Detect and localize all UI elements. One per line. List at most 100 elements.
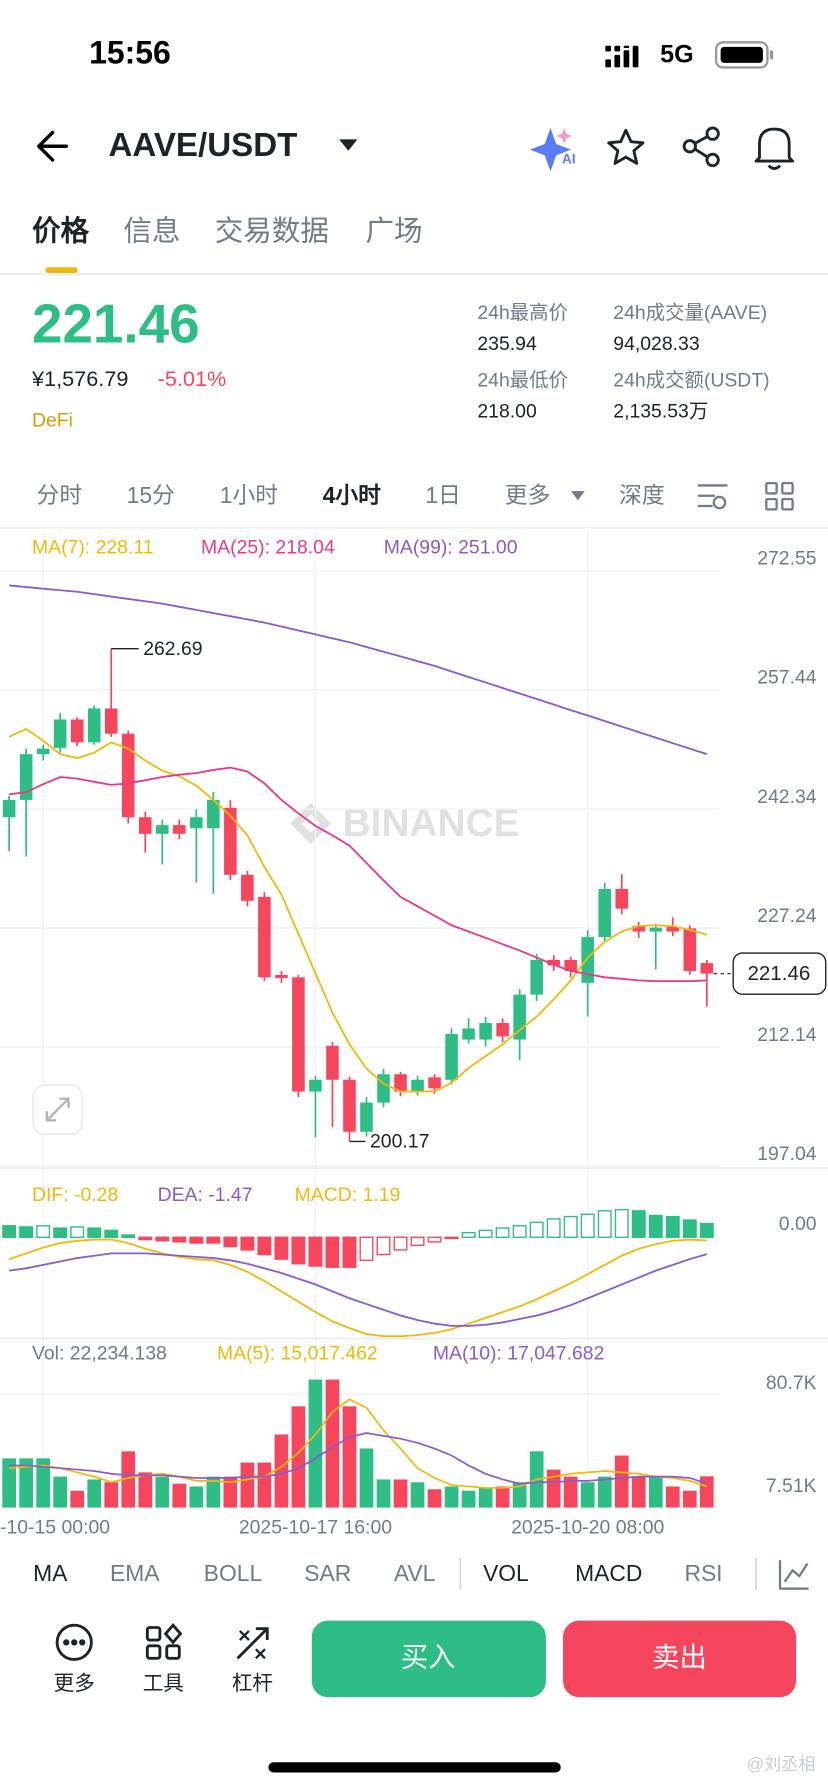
y-tick-label: 242.34 [757, 786, 817, 808]
stat-label: 24h成交量(AAVE) [613, 302, 767, 324]
interval[interactable]: 深度 [619, 482, 665, 508]
candle-body [292, 977, 305, 1092]
macd-bar [648, 1214, 663, 1238]
y-tick-label: 227.24 [757, 905, 817, 927]
volume-bar [699, 1476, 714, 1508]
volume-bar [461, 1490, 476, 1508]
favorite-button[interactable] [607, 128, 645, 165]
expand-button[interactable] [32, 1084, 84, 1135]
candle-body [309, 1079, 322, 1092]
candle-body [411, 1079, 424, 1092]
volume-bar [495, 1486, 510, 1508]
indicator-tab[interactable]: MA [33, 1560, 68, 1586]
macd-bar [104, 1229, 119, 1238]
action-label[interactable]: 杠杆 [232, 1672, 273, 1695]
action-label[interactable]: 工具 [143, 1672, 184, 1695]
macd-bar [291, 1236, 306, 1265]
candle-body [462, 1028, 475, 1040]
candle-body [666, 926, 680, 932]
share-button[interactable] [682, 126, 720, 168]
action-label[interactable]: 更多 [54, 1672, 95, 1695]
volume-bar [53, 1476, 68, 1508]
indicator-tab[interactable]: RSI [684, 1560, 722, 1586]
pair-dropdown[interactable] [339, 139, 358, 151]
buy-button[interactable] [311, 1620, 546, 1698]
interval[interactable]: 1小时 [220, 482, 278, 508]
volume-bar [138, 1472, 153, 1508]
indicator-bar: MA EMA BOLL SAR AVL VOL MACD RSI [33, 1560, 722, 1586]
volume-bar [359, 1448, 374, 1508]
candle-body [104, 708, 118, 734]
indicator-tab[interactable]: MACD [575, 1560, 642, 1586]
volume-bar [342, 1406, 357, 1508]
candle-body [649, 927, 663, 932]
tab[interactable]: 交易数据 [215, 216, 329, 248]
sector-tag[interactable]: DeFi [32, 410, 73, 432]
volume-bar [223, 1476, 238, 1508]
sell-label[interactable]: 卖出 [652, 1642, 707, 1673]
volume-bar [325, 1379, 340, 1508]
y-tick-label: 80.7K [766, 1372, 817, 1394]
volume-bar [478, 1487, 493, 1508]
legend-entry: Vol: 22,234.138 [32, 1343, 167, 1365]
status-time: 15:56 [89, 34, 171, 70]
legend-entry: MACD: 1.19 [295, 1184, 401, 1206]
sell-button[interactable] [563, 1620, 797, 1698]
indicator-tab[interactable]: BOLL [204, 1560, 262, 1586]
macd-bar [325, 1236, 340, 1268]
interval[interactable]: 分时 [37, 482, 83, 508]
y-tick-label: 272.55 [757, 548, 816, 570]
interval[interactable]: 15分 [127, 482, 175, 508]
volume-bar [546, 1469, 561, 1508]
macd-bar [70, 1226, 85, 1238]
candle-body [156, 825, 169, 834]
alert-button[interactable] [754, 127, 795, 170]
candle-body [598, 888, 612, 938]
indicator-tab[interactable]: EMA [110, 1560, 160, 1586]
macd-bar [155, 1236, 170, 1242]
macd-bar [121, 1234, 136, 1238]
layout-button[interactable] [765, 482, 794, 511]
volume-bar [257, 1462, 272, 1508]
volume-ma-line [9, 1432, 708, 1485]
candle-body [19, 754, 33, 800]
interval[interactable]: 更多 [505, 482, 551, 508]
macd-bar [580, 1213, 595, 1238]
price-change: -5.01% [158, 366, 227, 391]
volume-bar [240, 1462, 255, 1508]
stat-label: 24h成交额(USDT) [613, 370, 769, 392]
ai-button[interactable]: AI [529, 127, 576, 172]
action-labels: 更多 工具 杠杆 [54, 1672, 273, 1695]
x-tick-label: 2025-10-17 16:00 [239, 1516, 392, 1538]
y-tick-label: 197.04 [757, 1143, 817, 1165]
tab[interactable]: 广场 [365, 216, 422, 248]
buy-label[interactable]: 买入 [401, 1642, 456, 1673]
pair-title[interactable]: AAVE/USDT [108, 127, 297, 164]
leverage-icon[interactable] [236, 1627, 269, 1660]
tools-icon[interactable] [145, 1623, 183, 1660]
macd-bar [461, 1231, 476, 1238]
chart-settings-button[interactable] [697, 484, 728, 510]
indicator-tab[interactable]: VOL [483, 1560, 529, 1586]
volume-bar [580, 1482, 595, 1508]
macd-bar [257, 1236, 272, 1256]
indicator-tab[interactable]: AVL [394, 1560, 435, 1586]
candle-body [2, 799, 16, 818]
macd-bar [410, 1236, 425, 1247]
indicator-settings[interactable] [778, 1560, 809, 1590]
more-dropdown[interactable] [571, 491, 585, 501]
macd-bar [393, 1236, 408, 1251]
volume-bar [172, 1483, 187, 1508]
stat-value: 218.00 [477, 400, 537, 422]
tab[interactable]: 价格 [32, 216, 90, 248]
more-icon[interactable] [55, 1623, 93, 1661]
interval[interactable]: 1日 [425, 482, 461, 508]
back-button[interactable] [37, 130, 68, 162]
macd-bar [19, 1226, 34, 1238]
indicator-tab[interactable]: SAR [304, 1560, 351, 1586]
tab[interactable]: 信息 [123, 216, 180, 248]
interval[interactable]: 4小时 [323, 482, 382, 508]
legend-entry: MA(5): 15,017.462 [217, 1343, 378, 1365]
volume-ma-line [9, 1398, 708, 1489]
